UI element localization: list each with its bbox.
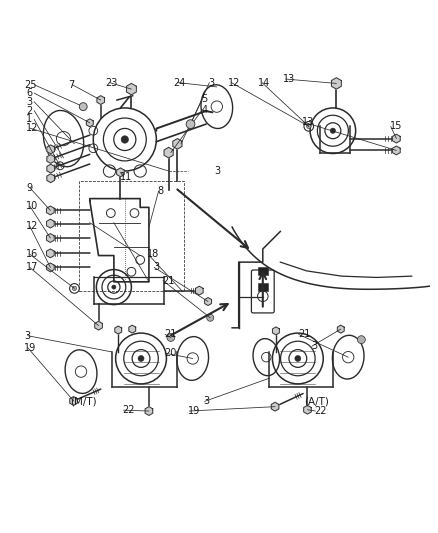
Circle shape: [72, 286, 77, 290]
Circle shape: [307, 124, 311, 128]
Text: 2: 2: [26, 106, 32, 116]
Text: (M/T): (M/T): [70, 397, 97, 406]
Polygon shape: [195, 286, 203, 295]
Polygon shape: [332, 78, 341, 89]
Text: 8: 8: [158, 186, 164, 196]
Polygon shape: [46, 219, 54, 228]
Polygon shape: [47, 155, 54, 163]
Polygon shape: [271, 402, 279, 411]
Text: 21: 21: [164, 329, 177, 340]
Polygon shape: [145, 407, 153, 415]
Text: 10: 10: [26, 201, 39, 211]
Text: (A/T): (A/T): [304, 397, 329, 406]
Text: 3: 3: [204, 397, 210, 406]
Circle shape: [167, 334, 175, 342]
Text: 19: 19: [24, 343, 36, 352]
Polygon shape: [392, 134, 400, 143]
Text: 3: 3: [311, 341, 317, 351]
Circle shape: [112, 285, 116, 289]
Polygon shape: [46, 233, 54, 243]
Polygon shape: [47, 145, 54, 154]
Text: 11: 11: [120, 172, 133, 182]
Polygon shape: [46, 206, 54, 215]
Text: 5: 5: [201, 94, 208, 104]
Text: 14: 14: [258, 77, 271, 87]
Polygon shape: [205, 297, 212, 305]
Text: 21: 21: [298, 329, 310, 340]
Polygon shape: [304, 405, 311, 414]
Circle shape: [186, 120, 195, 128]
Text: 23: 23: [105, 77, 117, 87]
Text: 9: 9: [26, 183, 32, 192]
Polygon shape: [70, 397, 78, 405]
Polygon shape: [337, 325, 344, 333]
Text: 4: 4: [201, 104, 208, 115]
Polygon shape: [86, 119, 93, 127]
Circle shape: [330, 128, 336, 133]
Text: 13: 13: [283, 74, 295, 84]
Polygon shape: [46, 249, 54, 258]
FancyBboxPatch shape: [258, 268, 268, 275]
Text: 22: 22: [123, 405, 135, 415]
Text: 3: 3: [215, 166, 221, 176]
Text: 3: 3: [208, 77, 214, 87]
Text: 3: 3: [26, 97, 32, 107]
Circle shape: [79, 103, 87, 110]
Circle shape: [138, 356, 144, 361]
FancyBboxPatch shape: [258, 282, 268, 290]
Text: 21: 21: [162, 276, 174, 286]
Polygon shape: [117, 168, 124, 177]
Polygon shape: [164, 147, 173, 158]
Text: 20: 20: [164, 348, 177, 358]
Text: 12: 12: [26, 221, 39, 231]
Polygon shape: [173, 139, 182, 149]
Text: 7: 7: [68, 80, 74, 90]
Polygon shape: [392, 146, 400, 155]
Circle shape: [207, 314, 214, 321]
Text: 1: 1: [26, 115, 32, 124]
Circle shape: [357, 336, 365, 344]
Text: 12: 12: [26, 123, 39, 133]
Text: 18: 18: [147, 249, 159, 259]
Polygon shape: [129, 325, 136, 333]
Polygon shape: [46, 263, 54, 272]
Text: 3: 3: [24, 330, 30, 341]
Text: 12: 12: [228, 77, 240, 87]
Text: 6: 6: [26, 88, 32, 98]
Circle shape: [295, 356, 301, 361]
Polygon shape: [95, 321, 102, 330]
Polygon shape: [115, 326, 122, 334]
Polygon shape: [47, 164, 54, 173]
Text: 17: 17: [26, 262, 39, 272]
Text: 24: 24: [173, 77, 185, 87]
Text: 16: 16: [26, 249, 39, 259]
Polygon shape: [272, 327, 279, 335]
Polygon shape: [47, 174, 54, 183]
Text: 3: 3: [153, 262, 159, 272]
Polygon shape: [127, 84, 136, 95]
Circle shape: [121, 136, 129, 143]
Text: 25: 25: [24, 80, 37, 90]
Text: 19: 19: [188, 406, 201, 416]
Text: 22: 22: [314, 406, 327, 416]
Polygon shape: [97, 96, 105, 104]
Text: 13: 13: [302, 117, 314, 127]
Text: 15: 15: [390, 122, 402, 131]
